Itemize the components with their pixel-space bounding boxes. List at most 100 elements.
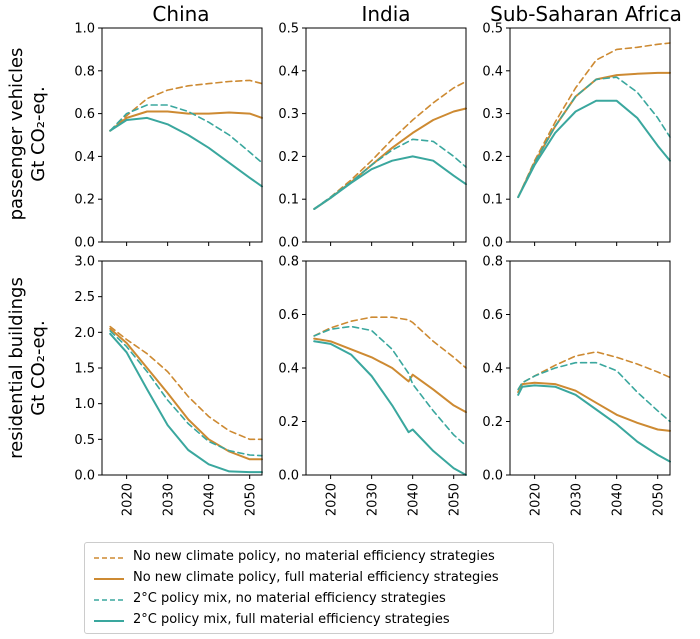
- series-line: [109, 330, 263, 457]
- series-line: [109, 116, 263, 188]
- panel-buildings-0: 0.0 0.5 1.0 1.5 2.0 2.5 3.0 2020 2030 2040 2050: [74, 255, 263, 516]
- axes-frame: [305, 260, 467, 476]
- legend-label: 2°C policy mix, no material efficiency s…: [133, 591, 446, 606]
- y-tick-label: 1.5: [74, 362, 95, 377]
- y-tick-label: 0.2: [278, 150, 299, 165]
- column-title-india: India: [361, 2, 410, 26]
- x-tick-label: 2030: [570, 483, 585, 516]
- y-tick-label: 0.0: [74, 469, 95, 484]
- y-tick-label: 2.0: [74, 326, 95, 341]
- y-tick-label: 1.0: [74, 397, 95, 412]
- x-tick-label: 2040: [203, 483, 218, 516]
- series-line: [109, 332, 263, 474]
- series-line: [109, 104, 263, 164]
- y-tick-label: 0.0: [74, 236, 95, 251]
- y-tick-label: 0.8: [74, 64, 95, 79]
- y-tick-label: 0.4: [278, 362, 299, 377]
- x-tick-label: 2020: [121, 483, 136, 516]
- legend-swatch-orange-solid: [94, 578, 124, 580]
- y-tick-label: 0.4: [278, 64, 299, 79]
- axes-frame: [101, 27, 263, 243]
- series-line: [313, 340, 467, 476]
- row-label-residential-buildings-unit: Gt CO₂-eq.: [28, 320, 49, 415]
- y-tick-label: 0.1: [278, 193, 299, 208]
- y-tick-label: 0.2: [482, 415, 503, 430]
- chart-panels: 0.00.20.40.60.81.00.00.10.20.30.40.50.00…: [74, 22, 671, 516]
- y-tick-label: 1.0: [74, 22, 95, 37]
- y-tick-label: 0.4: [482, 64, 503, 79]
- legend-item: 2°C policy mix, no material efficiency s…: [85, 590, 553, 611]
- series-line: [313, 80, 467, 210]
- series-line: [109, 110, 263, 132]
- y-tick-label: 0.5: [482, 22, 503, 37]
- y-tick-label: 0.0: [482, 236, 503, 251]
- y-tick-label: 0.5: [74, 433, 95, 448]
- axes-frame: [305, 27, 467, 243]
- legend: No new climate policy, no material effic…: [84, 542, 554, 634]
- column-title-china: China: [152, 2, 209, 26]
- row-label-residential-buildings: residential buildings: [6, 277, 27, 459]
- row-label-passenger-vehicles: passenger vehicles: [6, 48, 27, 221]
- y-tick-label: 0.4: [74, 150, 95, 165]
- column-title-sub-saharan-africa: Sub-Saharan Africa: [490, 2, 682, 26]
- series-line: [517, 99, 671, 199]
- y-tick-label: 0.8: [278, 255, 299, 270]
- y-tick-label: 0.2: [278, 415, 299, 430]
- y-tick-label: 0.1: [482, 193, 503, 208]
- series-line: [313, 337, 467, 414]
- y-tick-label: 0.2: [74, 193, 95, 208]
- series-line: [109, 79, 263, 132]
- y-tick-label: 0.0: [278, 236, 299, 251]
- series-line: [517, 381, 671, 432]
- series-line: [517, 71, 671, 199]
- panel-buildings-2: 0.0 0.2 0.4 0.6 0.8 2020 2030 2040 2050: [482, 255, 671, 516]
- legend-swatch-teal-solid: [94, 620, 124, 622]
- legend-swatch-orange-dashed: [94, 557, 124, 559]
- y-tick-label: 0.3: [482, 107, 503, 122]
- legend-swatch-teal-dashed: [94, 599, 124, 601]
- y-tick-label: 0.8: [482, 255, 503, 270]
- y-tick-label: 2.5: [74, 290, 95, 305]
- legend-label: 2°C policy mix, full material efficiency…: [133, 612, 450, 627]
- axes-frame: [509, 27, 671, 243]
- panel-buildings-1: 0.0 0.2 0.4 0.6 0.8 2020 2030 2040 2050: [278, 255, 467, 516]
- series-line: [517, 361, 671, 423]
- x-tick-label: 2030: [162, 483, 177, 516]
- x-tick-label: 2050: [448, 483, 463, 516]
- series-line: [517, 384, 671, 463]
- x-tick-label: 2040: [611, 483, 626, 516]
- legend-item: 2°C policy mix, full material efficiency…: [85, 611, 553, 632]
- y-tick-label: 0.6: [74, 107, 95, 122]
- series-line: [109, 327, 263, 461]
- series-line: [517, 76, 671, 198]
- panel-vehicles-1: 0.0 0.1 0.2 0.3 0.4 0.5: [278, 22, 467, 251]
- x-tick-label: 2020: [325, 483, 340, 516]
- legend-label: No new climate policy, no material effic…: [133, 549, 495, 564]
- series-line: [517, 42, 671, 198]
- y-tick-label: 0.3: [278, 107, 299, 122]
- x-tick-label: 2050: [244, 483, 259, 516]
- series-line: [313, 316, 467, 369]
- legend-label: No new climate policy, full material eff…: [133, 570, 499, 585]
- panel-vehicles-0: 0.0 0.2 0.4 0.6 0.8 1.0: [74, 22, 263, 251]
- x-tick-label: 2050: [652, 483, 667, 516]
- legend-item: No new climate policy, no material effic…: [85, 548, 553, 569]
- x-tick-label: 2030: [366, 483, 381, 516]
- legend-item: No new climate policy, full material eff…: [85, 569, 553, 590]
- y-tick-label: 0.4: [482, 362, 503, 377]
- y-tick-label: 0.6: [482, 308, 503, 323]
- y-tick-label: 0.0: [278, 469, 299, 484]
- x-tick-label: 2020: [529, 483, 544, 516]
- panel-vehicles-2: 0.0 0.1 0.2 0.3 0.4 0.5: [482, 22, 671, 251]
- x-tick-label: 2040: [407, 483, 422, 516]
- y-tick-label: 0.5: [278, 22, 299, 37]
- y-tick-label: 0.0: [482, 469, 503, 484]
- y-tick-label: 0.6: [278, 308, 299, 323]
- series-line: [313, 155, 467, 210]
- series-line: [109, 325, 263, 441]
- y-tick-label: 0.2: [482, 150, 503, 165]
- series-line: [313, 325, 467, 447]
- row-label-passenger-vehicles-unit: Gt CO₂-eq.: [28, 86, 49, 181]
- y-tick-label: 3.0: [74, 255, 95, 270]
